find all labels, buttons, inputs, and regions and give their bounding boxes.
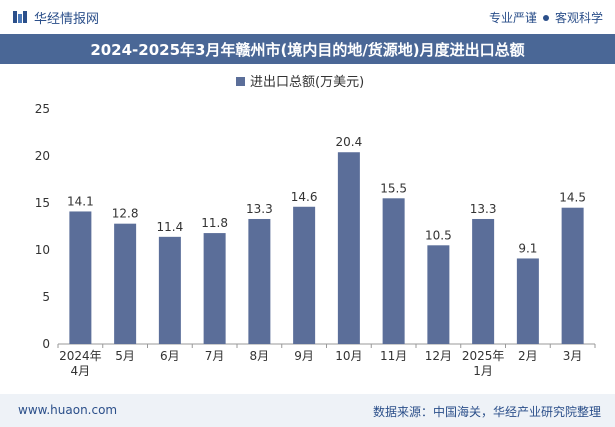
huajing-logo-icon [13, 11, 27, 23]
x-tick-label: 6月 [160, 349, 180, 363]
x-tick-label: 1月 [473, 364, 493, 378]
y-tick-label: 20 [35, 149, 50, 163]
x-tick-label: 4月 [71, 364, 91, 378]
x-tick-label: 3月 [563, 349, 583, 363]
x-tick-label: 12月 [425, 349, 452, 363]
bar [472, 218, 495, 344]
y-tick-label: 5 [42, 290, 50, 304]
x-tick-label: 7月 [205, 349, 225, 363]
bar [114, 223, 137, 344]
dot-separator-icon [542, 14, 549, 21]
bar [427, 245, 450, 344]
data-label: 14.1 [67, 194, 94, 208]
tagline: 专业严谨 客观科学 [489, 9, 603, 26]
footer: www.huaon.com 数据来源：中国海关，华经产业研究院整理 [0, 394, 615, 427]
chart-area: 进出口总额(万美元) 0 5 10 15 20 25 14.1 2024年 4月 12.8 5月 11.… [0, 64, 615, 394]
bar [293, 206, 316, 344]
x-tick-label: 2024年 [59, 349, 102, 363]
top-bar: 华经情报网 专业严谨 客观科学 [0, 0, 615, 34]
data-label: 13.3 [470, 202, 497, 216]
bar [337, 152, 360, 344]
data-label: 20.4 [336, 135, 363, 149]
data-label: 12.8 [112, 207, 139, 221]
data-label: 14.6 [291, 190, 318, 204]
x-tick-label: 11月 [380, 349, 407, 363]
bar [158, 236, 181, 344]
bar [516, 258, 539, 344]
bar [561, 207, 584, 344]
data-label: 9.1 [518, 241, 537, 255]
data-label: 11.8 [201, 216, 228, 230]
data-label: 15.5 [380, 181, 407, 195]
legend-swatch [236, 77, 245, 86]
x-tick-label: 2月 [518, 349, 538, 363]
chart-title: 2024-2025年3月年赣州市(境内目的地/货源地)月度进出口总额 [0, 34, 615, 64]
data-label: 11.4 [157, 220, 184, 234]
tagline-right: 客观科学 [554, 11, 603, 25]
bar [382, 198, 405, 344]
x-tick-label: 9月 [294, 349, 314, 363]
data-label: 10.5 [425, 228, 452, 242]
brand-name: 华经情报网 [34, 11, 100, 27]
legend: 进出口总额(万美元) [236, 75, 364, 90]
tagline-left: 专业严谨 [488, 11, 537, 25]
x-tick-label: 8月 [250, 349, 270, 363]
footer-website[interactable]: www.huaon.com [18, 403, 118, 417]
data-label: 14.5 [559, 191, 586, 205]
bar [248, 218, 271, 344]
x-tick-label: 5月 [115, 349, 135, 363]
y-tick-label: 10 [35, 243, 50, 257]
x-tick-label: 10月 [335, 349, 362, 363]
bar [69, 211, 92, 344]
footer-source: 数据来源：中国海关，华经产业研究院整理 [372, 405, 601, 419]
y-tick-label: 15 [35, 196, 50, 210]
bar [203, 233, 226, 344]
legend-label: 进出口总额(万美元) [250, 75, 364, 90]
data-label: 13.3 [246, 202, 273, 216]
y-tick-label: 25 [35, 102, 50, 116]
brand[interactable]: 华经情报网 [12, 8, 100, 27]
x-tick-label: 2025年 [462, 349, 505, 363]
y-tick-label: 0 [42, 337, 50, 351]
